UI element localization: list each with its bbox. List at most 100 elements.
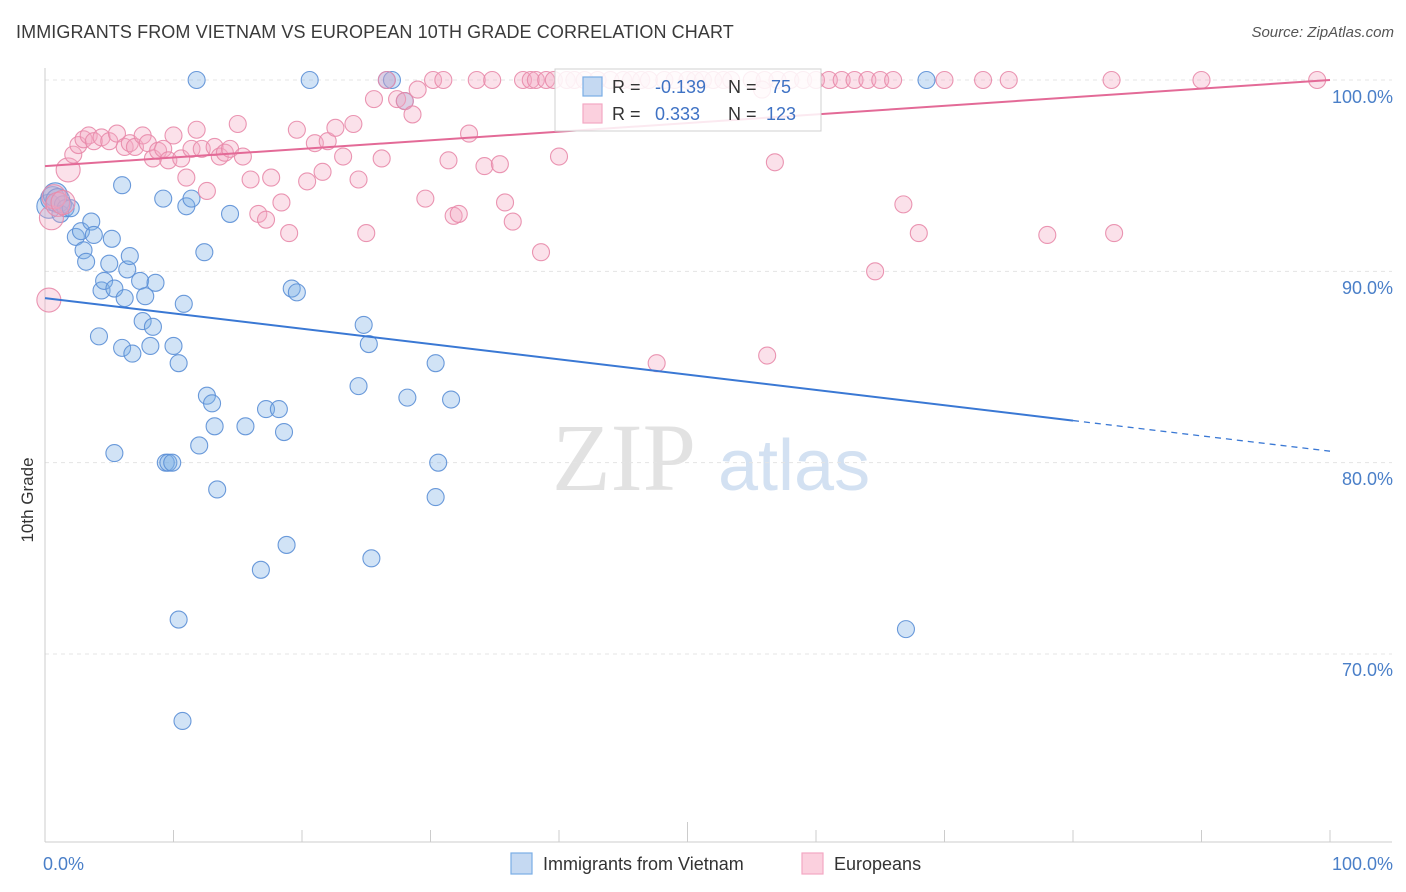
point-europeans-117 xyxy=(765,153,784,172)
point-europeans-25 xyxy=(177,168,196,187)
point-vietnam-48 xyxy=(256,400,276,419)
point-europeans-49 xyxy=(344,114,363,134)
point-vietnam-61 xyxy=(362,549,381,568)
point-europeans-118 xyxy=(866,262,885,281)
point-europeans-54 xyxy=(377,70,396,90)
point-vietnam-47 xyxy=(236,417,255,436)
trend-line-vietnam-extension xyxy=(1072,419,1331,452)
point-europeans-122 xyxy=(1105,224,1124,243)
point-vietnam-59 xyxy=(354,315,373,334)
watermark-zip: ZIP xyxy=(552,404,696,511)
point-europeans-109 xyxy=(935,70,954,90)
axes xyxy=(44,68,1392,843)
point-europeans-106 xyxy=(858,70,877,90)
y-tick-label-90: 90.0% xyxy=(1342,278,1393,298)
point-vietnam-35 xyxy=(159,453,178,472)
point-vietnam-55 xyxy=(169,610,188,629)
point-europeans-69 xyxy=(490,155,509,174)
point-europeans-78 xyxy=(549,147,569,166)
point-vietnam-57 xyxy=(105,444,124,463)
stats-n-label-europeans: N = xyxy=(728,104,757,124)
stats-r-label-europeans: R = xyxy=(612,104,641,124)
trend-line-vietnam xyxy=(44,297,1074,422)
legend-swatch-europeans xyxy=(801,852,824,875)
point-europeans-48 xyxy=(334,147,353,166)
point-vietnam-45 xyxy=(220,204,240,223)
point-vietnam-21 xyxy=(115,289,134,308)
point-vietnam-24 xyxy=(120,246,139,266)
point-europeans-110 xyxy=(973,70,993,90)
point-europeans-56 xyxy=(395,91,414,111)
trend-lines xyxy=(44,79,1331,452)
point-europeans-38 xyxy=(256,210,276,229)
point-vietnam-60 xyxy=(359,334,378,354)
point-europeans-39 xyxy=(262,168,281,187)
legend: Immigrants from Vietnam Europeans xyxy=(510,852,921,875)
point-vietnam-33 xyxy=(182,189,201,208)
stats-swatch-europeans xyxy=(582,103,603,124)
point-europeans-36 xyxy=(241,170,260,189)
point-vietnam-43 xyxy=(203,394,222,413)
point-vietnam-50 xyxy=(274,423,294,442)
point-europeans-53 xyxy=(372,149,391,168)
stats-box: R = -0.139 N = 75 R = 0.333 N = 123 xyxy=(554,68,822,132)
y-tick-label-70: 70.0% xyxy=(1342,660,1393,680)
y-tick-label-80: 80.0% xyxy=(1342,469,1393,489)
stats-n-label-vietnam: N = xyxy=(728,77,757,97)
watermark-atlas: atlas xyxy=(718,426,870,506)
point-europeans-73 xyxy=(521,70,540,90)
point-europeans-104 xyxy=(832,70,851,90)
point-vietnam-68 xyxy=(187,70,206,90)
point-vietnam-28 xyxy=(136,287,155,306)
point-vietnam-74 xyxy=(113,176,132,195)
point-europeans-120 xyxy=(909,224,928,243)
point-vietnam-25 xyxy=(131,271,150,290)
point-vietnam-73 xyxy=(382,70,402,90)
point-europeans-4 xyxy=(50,189,76,216)
point-europeans-111 xyxy=(999,70,1018,90)
y-tick-label-100: 100.0% xyxy=(1332,87,1393,107)
point-europeans-51 xyxy=(357,224,376,243)
legend-label-vietnam: Immigrants from Vietnam xyxy=(543,854,744,874)
point-vietnam-40 xyxy=(174,294,193,313)
point-vietnam-31 xyxy=(154,189,173,208)
point-vietnam-66 xyxy=(442,390,461,409)
point-europeans-58 xyxy=(408,80,427,99)
point-europeans-88 xyxy=(647,354,666,373)
point-europeans-71 xyxy=(503,212,522,231)
stats-n-value-vietnam: 75 xyxy=(771,77,791,97)
point-europeans-68 xyxy=(483,70,502,90)
point-vietnam-22 xyxy=(118,260,137,279)
y-axis-title: 10th Grade xyxy=(18,457,37,542)
point-europeans-75 xyxy=(531,243,551,262)
point-vietnam-39 xyxy=(169,354,188,373)
point-europeans-46 xyxy=(318,132,337,151)
point-europeans-26 xyxy=(182,139,201,158)
point-vietnam-15 xyxy=(95,271,114,290)
point-europeans-66 xyxy=(467,70,486,90)
point-europeans-113 xyxy=(1192,70,1211,90)
grid-lines xyxy=(45,79,1392,655)
point-europeans-29 xyxy=(197,181,216,201)
point-vietnam-10 xyxy=(74,241,93,260)
point-vietnam-29 xyxy=(146,273,165,292)
point-europeans-105 xyxy=(845,70,864,90)
point-vietnam-65 xyxy=(426,354,445,373)
point-vietnam-52 xyxy=(287,283,306,302)
point-vietnam-20 xyxy=(113,338,132,357)
point-vietnam-36 xyxy=(163,453,182,472)
point-europeans-67 xyxy=(475,157,494,176)
point-vietnam-11 xyxy=(77,252,96,271)
point-europeans-52 xyxy=(364,90,384,109)
point-europeans-112 xyxy=(1102,70,1121,90)
point-vietnam-46 xyxy=(208,480,227,499)
point-europeans-40 xyxy=(272,193,291,212)
point-vietnam-30 xyxy=(143,317,162,336)
point-europeans-62 xyxy=(439,151,458,170)
point-vietnam-72 xyxy=(426,488,445,507)
point-vietnam-44 xyxy=(205,417,224,436)
point-europeans-70 xyxy=(495,193,515,212)
legend-swatch-vietnam xyxy=(510,852,533,875)
point-europeans-64 xyxy=(449,204,468,223)
